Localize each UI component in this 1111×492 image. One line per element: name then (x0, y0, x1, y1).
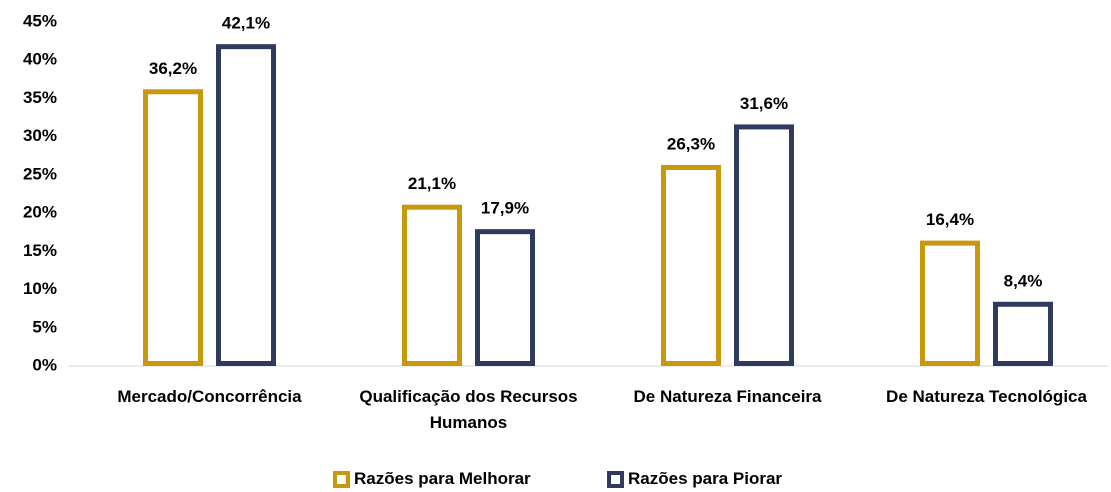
data-label: 16,4% (926, 210, 974, 229)
bar (143, 89, 203, 366)
x-tick-label: Mercado/Concorrência (117, 387, 302, 406)
legend-item: Razões para Melhorar (333, 469, 531, 489)
bar (993, 301, 1053, 366)
bar (734, 124, 794, 366)
data-label: 26,3% (667, 134, 715, 153)
bar (661, 164, 721, 366)
y-tick-label: 40% (23, 50, 57, 69)
legend-label: Razões para Melhorar (354, 469, 531, 488)
y-tick-label: 15% (23, 241, 57, 260)
y-tick-label: 30% (23, 126, 57, 145)
x-tick-label: Qualificação dos Recursos Humanos (359, 387, 578, 432)
data-label: 36,2% (149, 59, 197, 78)
data-label: 8,4% (1004, 271, 1043, 290)
data-label: 42,1% (222, 14, 270, 33)
data-label: 31,6% (740, 94, 788, 113)
data-label: 21,1% (408, 174, 456, 193)
bar (475, 229, 535, 366)
y-tick-label: 25% (23, 164, 57, 183)
legend-item: Razões para Piorar (607, 469, 782, 489)
y-tick-label: 35% (23, 88, 57, 107)
x-tick-label: De Natureza Tecnológica (886, 387, 1087, 406)
y-tick-label: 0% (32, 355, 57, 374)
bar (920, 240, 980, 366)
legend-swatch (333, 470, 350, 488)
x-tick-label: De Natureza Financeira (633, 387, 822, 406)
bar (216, 44, 276, 367)
y-tick-label: 5% (32, 317, 57, 336)
y-tick-label: 20% (23, 203, 57, 222)
y-tick-label: 45% (23, 11, 57, 30)
data-label: 17,9% (481, 199, 529, 218)
y-tick-label: 10% (23, 279, 57, 298)
bar (402, 204, 462, 366)
legend-label: Razões para Piorar (628, 469, 783, 488)
legend-swatch (607, 470, 624, 488)
